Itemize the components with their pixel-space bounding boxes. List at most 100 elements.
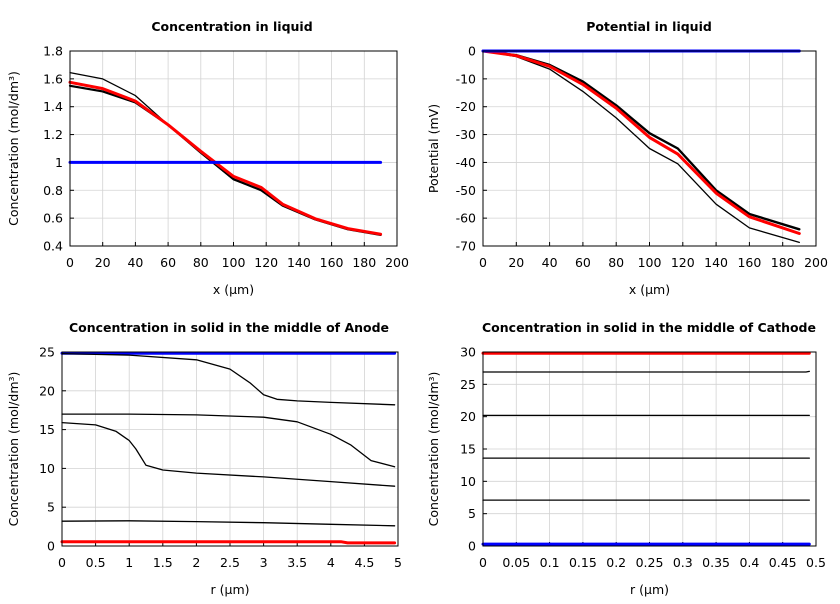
x-axis-label: r (µm) bbox=[211, 582, 250, 597]
x-tick-label: 120 bbox=[671, 255, 695, 270]
y-tick-label: 5 bbox=[47, 500, 55, 515]
y-tick-label: 0 bbox=[47, 539, 55, 554]
x-tick-label: 0.5 bbox=[806, 555, 826, 570]
x-tick-label: 3.5 bbox=[287, 555, 307, 570]
x-tick-label: 80 bbox=[193, 255, 209, 270]
y-tick-label: 1.6 bbox=[43, 71, 63, 86]
x-tick-label: 40 bbox=[127, 255, 143, 270]
series-line-2 bbox=[68, 84, 382, 236]
x-tick-label: 0 bbox=[479, 255, 487, 270]
x-tick-label: 80 bbox=[608, 255, 624, 270]
y-tick-label: 1.4 bbox=[43, 99, 63, 114]
y-tick-label: 0.4 bbox=[43, 239, 63, 254]
y-tick-label: 10 bbox=[39, 461, 55, 476]
y-tick-label: 25 bbox=[39, 345, 55, 360]
x-tick-label: 120 bbox=[254, 255, 278, 270]
y-tick-label: 20 bbox=[460, 409, 476, 424]
x-tick-label: 60 bbox=[160, 255, 176, 270]
x-tick-label: 0 bbox=[66, 255, 74, 270]
x-tick-label: 20 bbox=[508, 255, 524, 270]
y-tick-label: 15 bbox=[460, 442, 476, 457]
x-tick-label: 5 bbox=[394, 555, 402, 570]
y-tick-label: -30 bbox=[456, 127, 476, 142]
x-tick-label: 0.15 bbox=[569, 555, 597, 570]
x-tick-label: 0.5 bbox=[86, 555, 106, 570]
x-tick-label: 100 bbox=[222, 255, 246, 270]
y-axis-label: Concentration (mol/dm³) bbox=[6, 71, 21, 226]
x-tick-label: 160 bbox=[320, 255, 344, 270]
chart-title: Concentration in liquid bbox=[151, 19, 312, 34]
x-tick-label: 0.45 bbox=[769, 555, 797, 570]
x-tick-label: 0 bbox=[58, 555, 66, 570]
y-axis-label: Concentration (mol/dm³) bbox=[426, 372, 441, 527]
x-tick-label: 4.5 bbox=[354, 555, 374, 570]
x-tick-label: 200 bbox=[804, 255, 828, 270]
x-axis-label: x (µm) bbox=[213, 282, 254, 297]
y-tick-label: 0.8 bbox=[43, 183, 63, 198]
subplot-2: 0 20 40 60 80 100 120 140 160 180 200 -70 -60 -50 -40 -… bbox=[426, 19, 828, 297]
x-axis-label: x (µm) bbox=[629, 282, 670, 297]
x-tick-label: 0.25 bbox=[636, 555, 664, 570]
y-tick-label: 0 bbox=[468, 539, 476, 554]
y-tick-label: -60 bbox=[456, 211, 476, 226]
subplot-4: 0 0.05 0.1 0.15 0.2 0.25 0.3 0.35 0.4 0.45 0.5 0 5 10… bbox=[426, 320, 826, 597]
series-line-3 bbox=[61, 413, 396, 468]
x-tick-label: 0 bbox=[479, 555, 487, 570]
x-tick-label: 0.05 bbox=[502, 555, 530, 570]
y-tick-label: -70 bbox=[456, 239, 476, 254]
y-tick-label: 30 bbox=[460, 345, 476, 360]
y-tick-label: 0 bbox=[468, 44, 476, 59]
y-axis-label: Potential (mV) bbox=[426, 104, 441, 193]
x-tick-label: 0.35 bbox=[702, 555, 730, 570]
x-tick-label: 200 bbox=[385, 255, 409, 270]
y-tick-label: -40 bbox=[456, 155, 476, 170]
x-tick-label: 180 bbox=[352, 255, 376, 270]
y-tick-label: 1.8 bbox=[43, 44, 63, 59]
plot-frame bbox=[482, 351, 817, 547]
x-axis-label: r (µm) bbox=[630, 582, 669, 597]
x-tick-label: 180 bbox=[771, 255, 795, 270]
x-tick-label: 0.3 bbox=[673, 555, 693, 570]
chart-title: Potential in liquid bbox=[586, 19, 712, 34]
x-tick-label: 3 bbox=[260, 555, 268, 570]
x-tick-label: 2 bbox=[192, 555, 200, 570]
plot-frame bbox=[61, 351, 399, 547]
x-tick-label: 20 bbox=[95, 255, 111, 270]
y-tick-label: 5 bbox=[468, 506, 476, 521]
x-tick-label: 140 bbox=[287, 255, 311, 270]
chart-title: Concentration in solid in the middle of … bbox=[69, 320, 389, 335]
x-tick-label: 100 bbox=[638, 255, 662, 270]
y-tick-label: 10 bbox=[460, 474, 476, 489]
series-line-3 bbox=[481, 49, 801, 235]
y-tick-label: 1 bbox=[55, 155, 63, 170]
x-tick-label: 60 bbox=[575, 255, 591, 270]
chart-title: Concentration in solid in the middle of … bbox=[482, 320, 816, 335]
x-tick-label: 40 bbox=[542, 255, 558, 270]
subplot-3: 0 0.5 1 1.5 2 2.5 3 3.5 4 4.5 5 0 5 10 15 20 25 Concentra… bbox=[6, 320, 402, 597]
series-line-2 bbox=[482, 370, 810, 373]
x-tick-label: 4 bbox=[327, 555, 335, 570]
series-line-4 bbox=[61, 421, 396, 487]
series-line-5 bbox=[61, 520, 396, 527]
x-tick-label: 1.5 bbox=[153, 555, 173, 570]
y-tick-label: -10 bbox=[456, 71, 476, 86]
plot-frame bbox=[482, 50, 817, 247]
y-tick-label: 20 bbox=[39, 383, 55, 398]
subplot-1: 0 20 40 60 80 100 120 140 160 180 200 0.4 0.6 0.8 1 1.2… bbox=[6, 19, 409, 297]
x-tick-label: 0.1 bbox=[540, 555, 560, 570]
x-tick-label: 2.5 bbox=[220, 555, 240, 570]
series-line-6 bbox=[60, 540, 397, 545]
y-tick-label: 25 bbox=[460, 377, 476, 392]
x-tick-label: 0.2 bbox=[606, 555, 626, 570]
y-tick-label: -20 bbox=[456, 99, 476, 114]
x-tick-label: 140 bbox=[704, 255, 728, 270]
series-line-1 bbox=[482, 50, 800, 244]
series-line-2 bbox=[61, 352, 396, 406]
series-line-3 bbox=[68, 80, 383, 236]
y-tick-label: 0.6 bbox=[43, 211, 63, 226]
y-tick-label: 15 bbox=[39, 422, 55, 437]
y-tick-label: -50 bbox=[456, 183, 476, 198]
y-tick-label: 1.2 bbox=[43, 127, 63, 142]
x-tick-label: 0.4 bbox=[739, 555, 759, 570]
